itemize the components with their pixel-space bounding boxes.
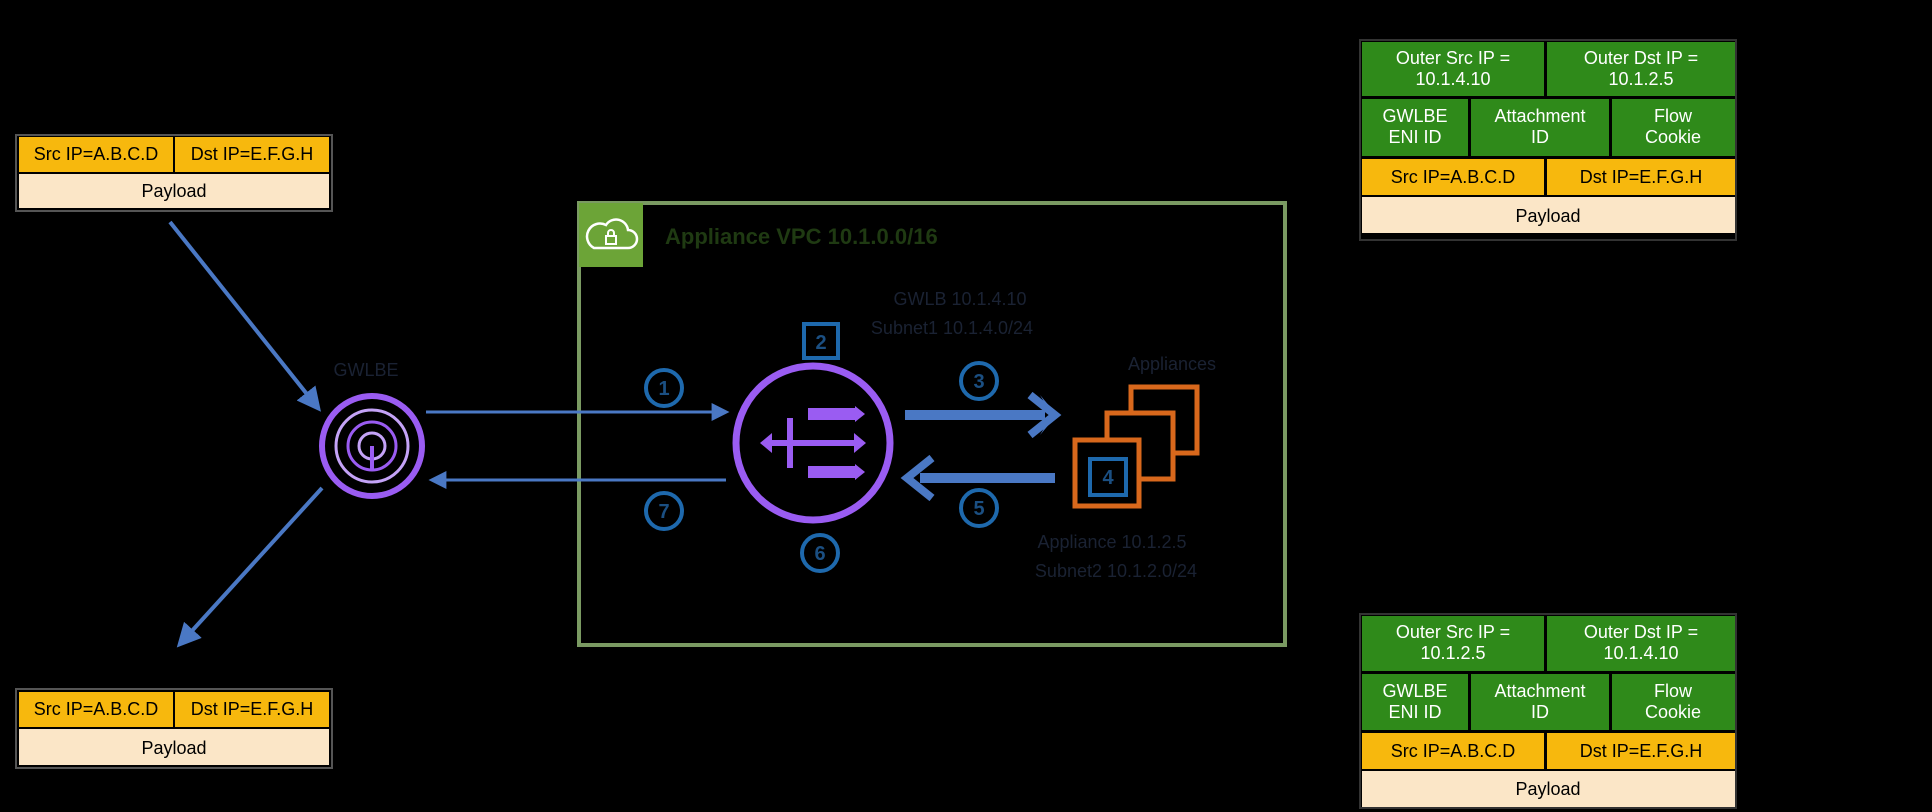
appliance-vpc: Appliance VPC 10.1.0.0/16 <box>577 201 1287 647</box>
appliance-subnet-label: Subnet2 10.1.2.0/24 <box>1035 561 1197 581</box>
source-packet: Src IP=A.B.C.D Dst IP=E.F.G.H Payload <box>15 134 333 212</box>
encap-top-payload-cell <box>1362 197 1735 233</box>
return-dst-text: Dst IP=E.F.G.H <box>191 699 314 719</box>
encap-top-outer-src-cell <box>1362 42 1544 96</box>
gwlb: GWLB 10.1.4.10 Subnet1 10.1.4.0/24 <box>732 289 1033 524</box>
encap-packet-bottom: Outer Src IP = 10.1.2.5 Outer Dst IP = 10.… <box>1359 613 1737 809</box>
step-4-number: 4 <box>1102 467 1114 489</box>
arrow-source-to-gwlbe <box>168 220 321 412</box>
step-1-number: 1 <box>658 378 669 400</box>
encap-bottom-src-cell <box>1362 733 1544 769</box>
step-badges: 1 2 3 4 5 6 7 <box>644 322 1128 573</box>
encap-top-dst-cell <box>1547 159 1735 195</box>
gwlbe-label: GWLBE <box>333 360 398 380</box>
ec2-instances-icon <box>1072 384 1200 509</box>
step-3-badge: 3 <box>959 361 999 401</box>
appliance-ip-label: Appliance 10.1.2.5 <box>1037 532 1186 552</box>
encap-bottom-attachment-text: Attachment ID <box>1494 681 1585 722</box>
encap-bottom-cookie-text: Flow Cookie <box>1645 681 1701 722</box>
gwlb-ip-label: GWLB 10.1.4.10 <box>893 289 1026 309</box>
return-packet: Src IP=A.B.C.D Dst IP=E.F.G.H Payload <box>15 688 333 769</box>
step-7-badge: 7 <box>644 491 684 531</box>
encap-bottom-outer-src-text: Outer Src IP = 10.1.2.5 <box>1396 622 1510 663</box>
encap-top-cookie-text: Flow Cookie <box>1645 106 1701 147</box>
encap-bottom-outer-src-cell <box>1362 616 1544 671</box>
arrow-appliances-to-gwlb-chevron <box>900 454 935 502</box>
encap-top-outer-dst-text: Outer Dst IP = 10.1.2.5 <box>1584 48 1698 89</box>
encap-top-attachment-text: Attachment ID <box>1494 106 1585 147</box>
appliances-label: Appliances <box>1128 354 1216 374</box>
step-6-number: 6 <box>814 543 825 565</box>
encap-top-gwlbe-cell <box>1362 99 1468 156</box>
vpc-border <box>577 201 1287 647</box>
encap-bottom-cookie-cell <box>1612 674 1735 730</box>
vpc-title: Appliance VPC 10.1.0.0/16 <box>665 224 938 249</box>
arrow-gwlbe-to-destination <box>176 486 324 648</box>
encap-top-dst-text: Dst IP=E.F.G.H <box>1580 167 1703 187</box>
step-2-badge: 2 <box>802 322 840 360</box>
encap-top-src-text: Src IP=A.B.C.D <box>1391 167 1516 187</box>
encap-top-attachment-cell <box>1471 99 1609 156</box>
encap-top-outer-dst-cell <box>1547 42 1735 96</box>
encap-bottom-outer-dst-cell <box>1547 616 1735 671</box>
step-1-badge: 1 <box>644 368 684 408</box>
source-dst-cell <box>175 137 329 172</box>
step-4-badge: 4 <box>1088 457 1128 497</box>
encap-bottom-outer-dst-text: Outer Dst IP = 10.1.4.10 <box>1584 622 1698 663</box>
encap-bottom-attachment-cell <box>1471 674 1609 730</box>
encap-bottom-dst-cell <box>1547 733 1735 769</box>
step-7-number: 7 <box>658 501 669 523</box>
appliances: Appliances Appliance 10.1.2.5 Subnet2 10… <box>1035 354 1216 581</box>
gwlbe: GWLBE <box>319 360 425 499</box>
step-6-badge: 6 <box>800 533 840 573</box>
encap-top-payload-text: Payload <box>1515 206 1580 226</box>
encap-bottom-gwlbe-text: GWLBE ENI ID <box>1382 681 1447 722</box>
source-src-cell <box>19 137 173 172</box>
encap-bottom-src-text: Src IP=A.B.C.D <box>1391 741 1516 761</box>
return-src-cell <box>19 692 173 727</box>
encap-top-src-cell <box>1362 159 1544 195</box>
vpc-cloud-glyph <box>585 218 639 250</box>
step-3-number: 3 <box>973 371 984 393</box>
encap-top-gwlbe-text: GWLBE ENI ID <box>1382 106 1447 147</box>
encap-packet-top: Outer Src IP = 10.1.4.10 Outer Dst IP = 10… <box>1359 39 1737 241</box>
gwlb-subnet-label: Subnet1 10.1.4.0/24 <box>871 318 1033 338</box>
gateway-load-balancer-icon <box>732 362 894 524</box>
source-dst-text: Dst IP=E.F.G.H <box>191 144 314 164</box>
return-src-text: Src IP=A.B.C.D <box>34 699 159 719</box>
encap-bottom-payload-cell <box>1362 771 1735 807</box>
gwlb-endpoint-icon <box>319 393 425 499</box>
step-5-badge: 5 <box>959 488 999 528</box>
return-dst-cell <box>175 692 329 727</box>
encap-bottom-dst-text: Dst IP=E.F.G.H <box>1580 741 1703 761</box>
return-payload-cell <box>19 729 329 765</box>
source-payload-text: Payload <box>141 181 206 201</box>
step-2-number: 2 <box>815 332 826 354</box>
step-5-number: 5 <box>973 498 984 520</box>
encap-top-outer-src-text: Outer Src IP = 10.1.4.10 <box>1396 48 1510 89</box>
encap-bottom-gwlbe-cell <box>1362 674 1468 730</box>
encap-top-cookie-cell <box>1612 99 1735 156</box>
source-payload-cell <box>19 174 329 208</box>
encap-bottom-payload-text: Payload <box>1515 779 1580 799</box>
source-src-text: Src IP=A.B.C.D <box>34 144 159 164</box>
flow-arrows <box>168 220 1062 648</box>
arrow-gwlb-to-appliances-chevron <box>1027 391 1062 439</box>
return-payload-text: Payload <box>141 738 206 758</box>
